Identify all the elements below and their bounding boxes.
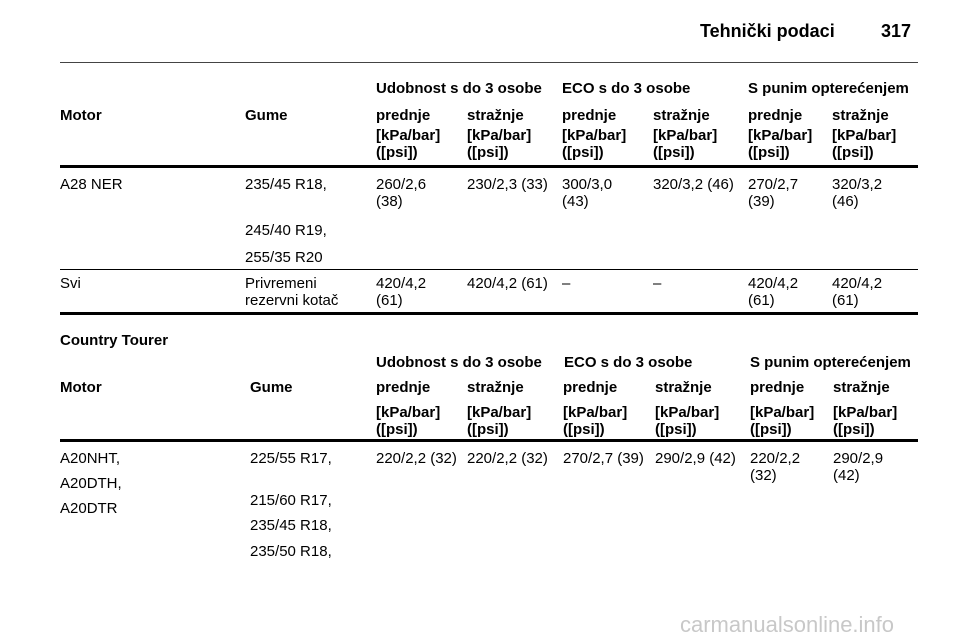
pressure-cell: 220/2,2 (32): [376, 450, 457, 467]
tyre-cell: 235/50 R18,: [250, 543, 332, 560]
column-header: prednje: [750, 379, 805, 396]
column-header: Gume: [245, 107, 288, 124]
pressure-cell: 270/2,7 (39): [563, 450, 644, 467]
group-header: ECO s do 3 osobe: [562, 80, 691, 97]
column-header: prednje: [563, 379, 618, 396]
group-header: S punim opterećenjem: [750, 354, 911, 371]
unit-header: [kPa/bar] ([psi]): [467, 404, 532, 438]
unit-header: [kPa/bar] ([psi]): [750, 404, 815, 438]
column-header: prednje: [376, 107, 431, 124]
column-header: stražnje: [833, 379, 890, 396]
group-header: Udobnost s do 3 osobe: [376, 354, 542, 371]
group-header: ECO s do 3 osobe: [564, 354, 693, 371]
pressure-cell: 420/4,2 (61): [832, 275, 883, 309]
table-rule: [60, 439, 918, 442]
header-rule: [60, 62, 918, 63]
motor-cell: A20NHT,: [60, 450, 121, 467]
tyre-cell: 215/60 R17,: [250, 492, 332, 509]
column-header: Motor: [60, 107, 102, 124]
tyre-cell: 255/35 R20: [245, 249, 323, 266]
pressure-cell: 300/3,0 (43): [562, 176, 613, 210]
unit-header: [kPa/bar] ([psi]): [467, 127, 532, 161]
column-header: stražnje: [655, 379, 712, 396]
table-rule: [60, 312, 918, 315]
column-header: stražnje: [832, 107, 889, 124]
pressure-cell: 420/4,2 (61): [467, 275, 548, 292]
column-header: Motor: [60, 379, 102, 396]
pressure-cell: 320/3,2 (46): [653, 176, 734, 193]
column-header: prednje: [376, 379, 431, 396]
unit-header: [kPa/bar] ([psi]): [748, 127, 813, 161]
motor-cell: Svi: [60, 275, 81, 292]
motor-cell: A20DTR: [60, 500, 118, 517]
unit-header: [kPa/bar] ([psi]): [562, 127, 627, 161]
section-title: Country Tourer: [60, 332, 169, 349]
pressure-cell: –: [562, 275, 571, 292]
group-header: S punim opterećenjem: [748, 80, 909, 97]
pressure-cell: 420/4,2 (61): [376, 275, 427, 309]
page-title: Tehnički podaci: [700, 21, 835, 41]
pressure-cell: 320/3,2 (46): [832, 176, 883, 210]
pressure-cell: 220/2,2 (32): [750, 450, 801, 484]
unit-header: [kPa/bar] ([psi]): [376, 404, 441, 438]
unit-header: [kPa/bar] ([psi]): [563, 404, 628, 438]
watermark: carmanualsonline.info: [680, 612, 895, 637]
pressure-cell: 420/4,2 (61): [748, 275, 799, 309]
column-header: stražnje: [467, 379, 524, 396]
tyre-cell: Privremeni rezervni kotač: [245, 275, 339, 309]
table-rule: [60, 165, 918, 168]
pressure-cell: 270/2,7 (39): [748, 176, 799, 210]
unit-header: [kPa/bar] ([psi]): [655, 404, 720, 438]
pressure-cell: 290/2,9 (42): [655, 450, 736, 467]
column-header: stražnje: [467, 107, 524, 124]
pressure-cell: 260/2,6 (38): [376, 176, 427, 210]
unit-header: [kPa/bar] ([psi]): [376, 127, 441, 161]
tyre-cell: 245/40 R19,: [245, 222, 327, 239]
unit-header: [kPa/bar] ([psi]): [653, 127, 718, 161]
page-number: 317: [881, 21, 912, 41]
pressure-cell: –: [653, 275, 662, 292]
unit-header: [kPa/bar] ([psi]): [833, 404, 898, 438]
tyre-cell: 225/55 R17,: [250, 450, 332, 467]
pressure-cell: 230/2,3 (33): [467, 176, 548, 193]
motor-cell: A20DTH,: [60, 475, 122, 492]
column-header: Gume: [250, 379, 293, 396]
pressure-cell: 220/2,2 (32): [467, 450, 548, 467]
column-header: stražnje: [653, 107, 710, 124]
group-header: Udobnost s do 3 osobe: [376, 80, 542, 97]
column-header: prednje: [748, 107, 803, 124]
unit-header: [kPa/bar] ([psi]): [832, 127, 897, 161]
tyre-cell: 235/45 R18,: [250, 517, 332, 534]
pressure-cell: 290/2,9 (42): [833, 450, 884, 484]
column-header: prednje: [562, 107, 617, 124]
table-rule: [60, 269, 918, 270]
motor-cell: A28 NER: [60, 176, 123, 193]
tyre-cell: 235/45 R18,: [245, 176, 327, 193]
